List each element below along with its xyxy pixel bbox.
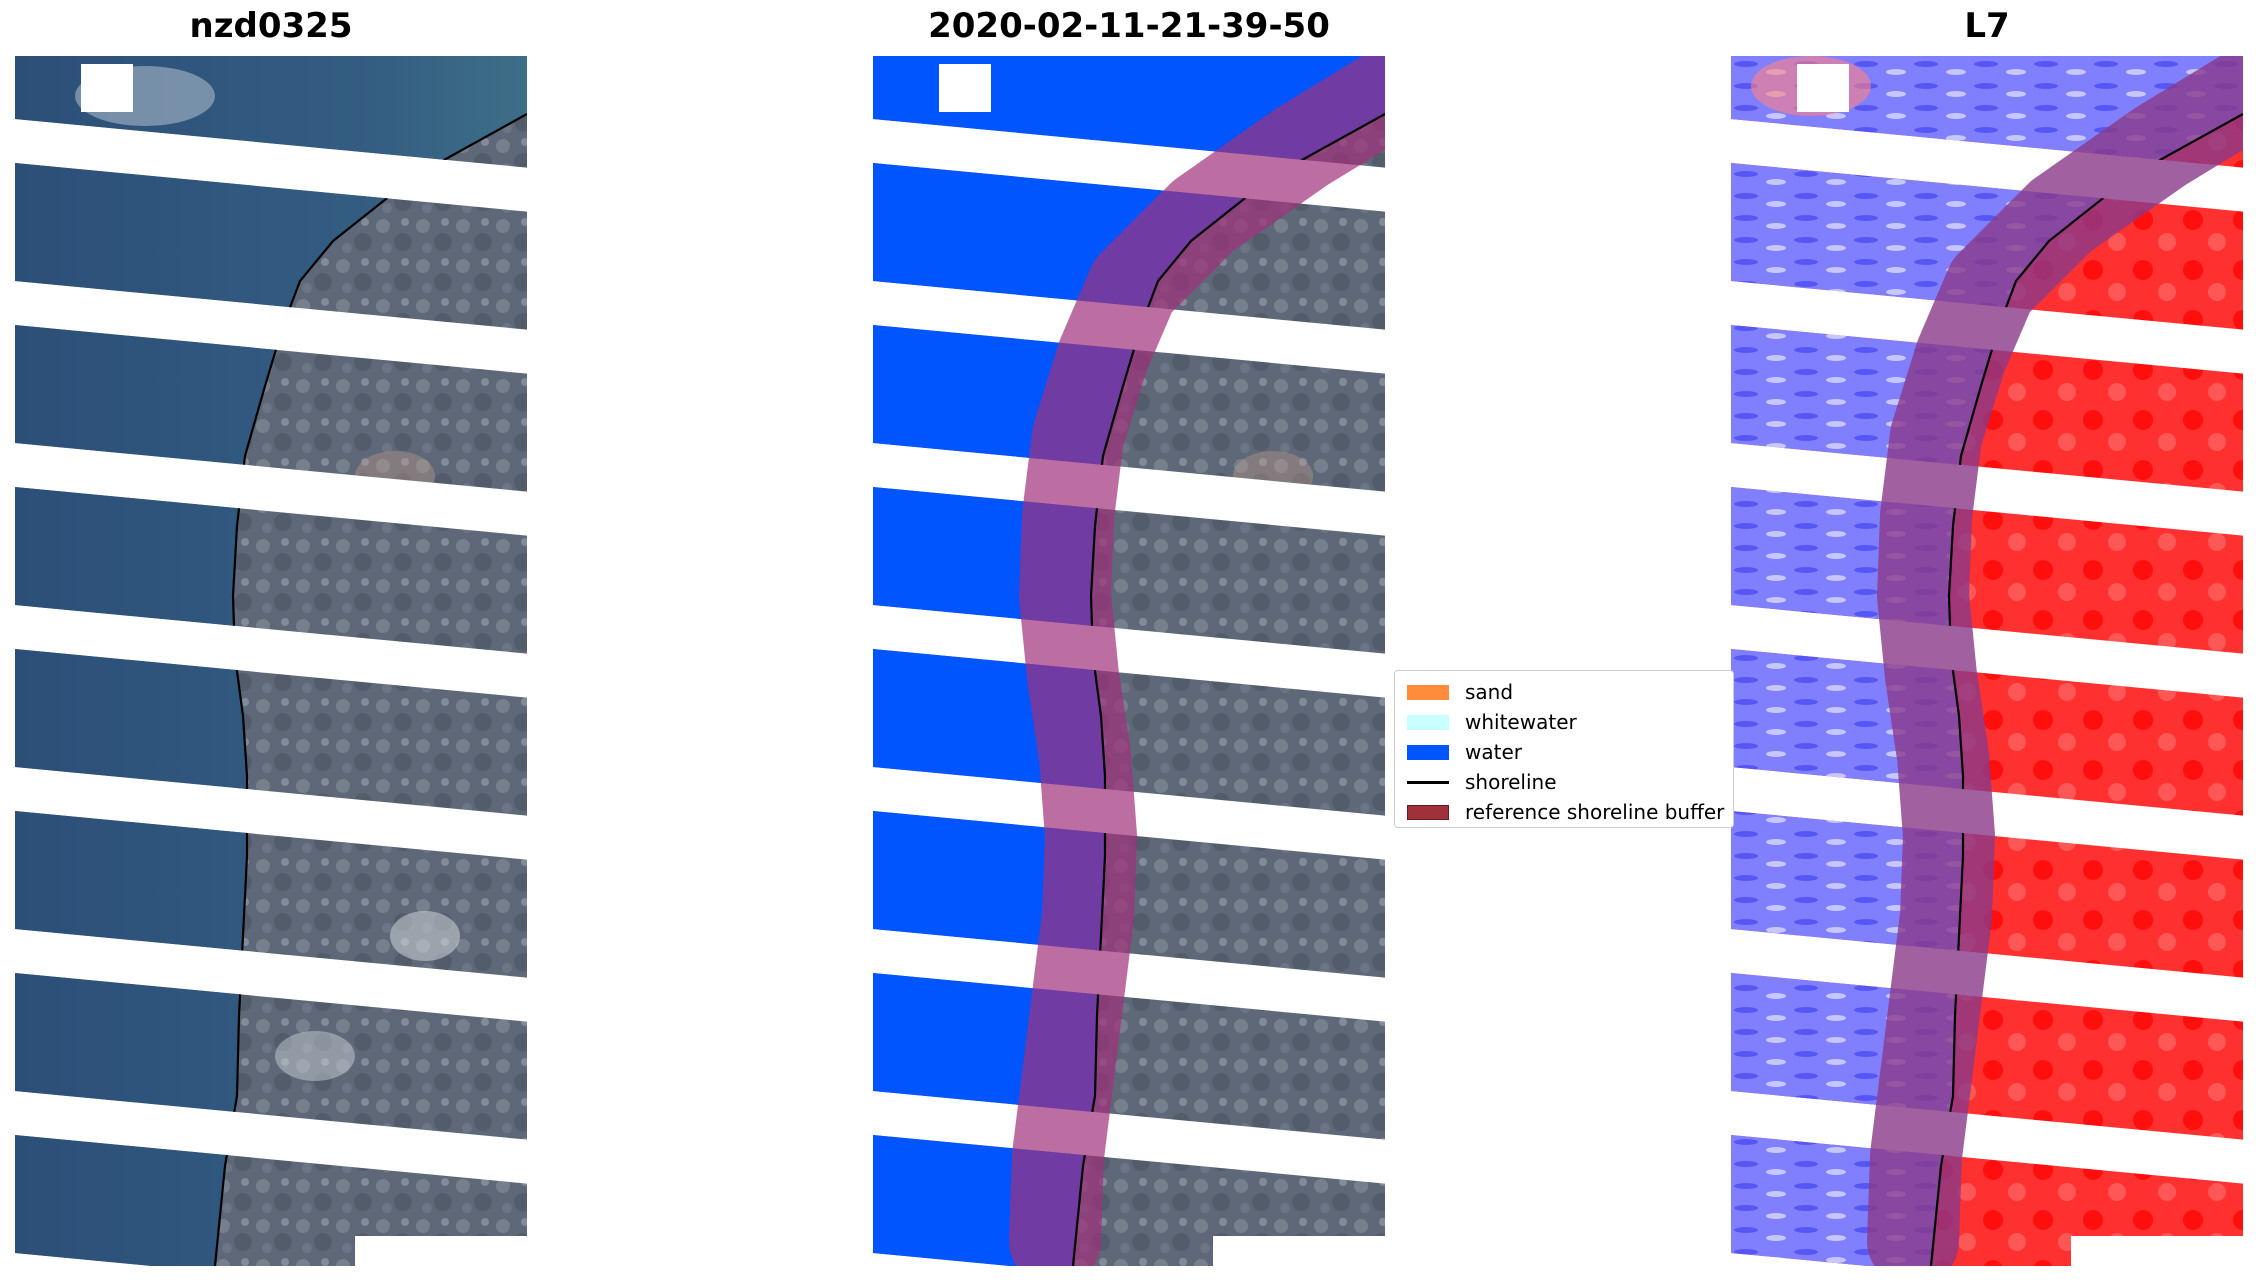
whitewater-swatch — [1407, 714, 1449, 730]
legend-item-shoreline: shoreline — [1401, 767, 1727, 797]
legend-label: sand — [1465, 680, 1514, 704]
legend-item-water: water — [1401, 737, 1727, 767]
water-swatch — [1407, 744, 1449, 760]
rgb-image-panel — [15, 56, 527, 1266]
legend-label: shoreline — [1465, 770, 1557, 794]
legend-label: reference shoreline buffer — [1465, 800, 1725, 824]
legend-label: whitewater — [1465, 710, 1577, 734]
panel-title-index: L7 — [1964, 6, 2010, 46]
reference-shoreline-buffer-index — [1867, 56, 2243, 1266]
sand-swatch — [1407, 684, 1449, 700]
reference-shoreline-buffer — [1009, 56, 1385, 1266]
legend-item-reference-shoreline-buffer: reference shoreline buffer — [1401, 797, 1727, 827]
panel-title-rgb: nzd0325 — [189, 6, 353, 46]
classified-image-panel — [873, 56, 1385, 1266]
legend-item-whitewater: whitewater — [1401, 707, 1727, 737]
rgb-image — [15, 56, 527, 1266]
legend: sand whitewater water shoreline referenc… — [1394, 670, 1734, 828]
panel-title-classified: 2020-02-11-21-39-50 — [928, 6, 1330, 46]
shoreline-line-swatch — [1407, 780, 1449, 784]
index-image-panel — [1731, 56, 2243, 1266]
legend-label: water — [1465, 740, 1522, 764]
index-image — [1731, 56, 2243, 1266]
legend-item-sand: sand — [1401, 677, 1727, 707]
classified-image — [873, 56, 1385, 1266]
buffer-swatch — [1407, 804, 1449, 820]
